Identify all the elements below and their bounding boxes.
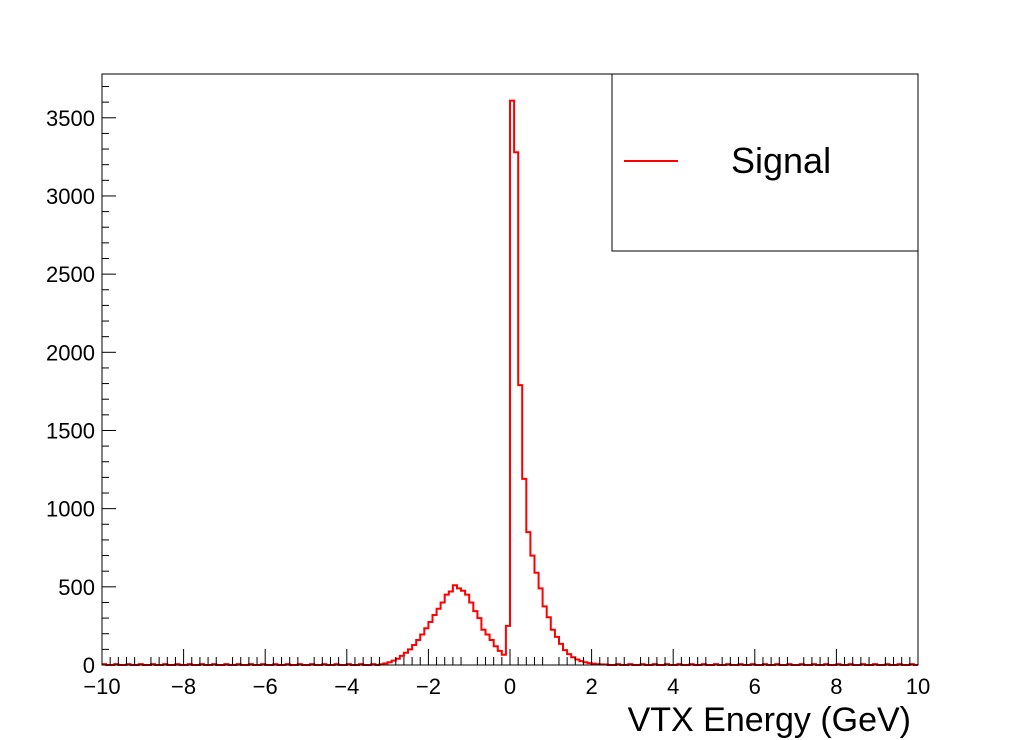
x-tick-label: −8	[171, 674, 196, 699]
y-tick-label: 2500	[46, 262, 95, 287]
y-tick-label: 500	[58, 575, 95, 600]
x-tick-label: −10	[83, 674, 120, 699]
x-tick-label: −6	[253, 674, 278, 699]
legend-box	[611, 73, 919, 252]
x-tick-label: 4	[667, 674, 679, 699]
x-tick-label: −4	[334, 674, 359, 699]
x-tick-label: 2	[585, 674, 597, 699]
y-tick-label: 0	[83, 653, 95, 678]
y-tick-label: 1500	[46, 418, 95, 443]
y-axis: 0 500 1000 1500 2000 2500 3000 3500	[46, 86, 116, 678]
y-tick-label: 1000	[46, 497, 95, 522]
x-tick-label: 6	[749, 674, 761, 699]
x-tick-label: −2	[416, 674, 441, 699]
y-tick-label: 3500	[46, 106, 95, 131]
y-tick-label: 3000	[46, 184, 95, 209]
x-axis-title: VTX Energy (GeV)	[628, 701, 911, 739]
x-tick-label: 0	[504, 674, 516, 699]
legend: Signal	[611, 73, 919, 252]
x-tick-label: 10	[906, 674, 930, 699]
legend-label-signal: Signal	[731, 140, 831, 181]
y-tick-label: 2000	[46, 340, 95, 365]
x-tick-label: 8	[830, 674, 842, 699]
x-axis: −10 −8 −6 −4 −2 0 2 4 6 8 10	[83, 649, 930, 699]
